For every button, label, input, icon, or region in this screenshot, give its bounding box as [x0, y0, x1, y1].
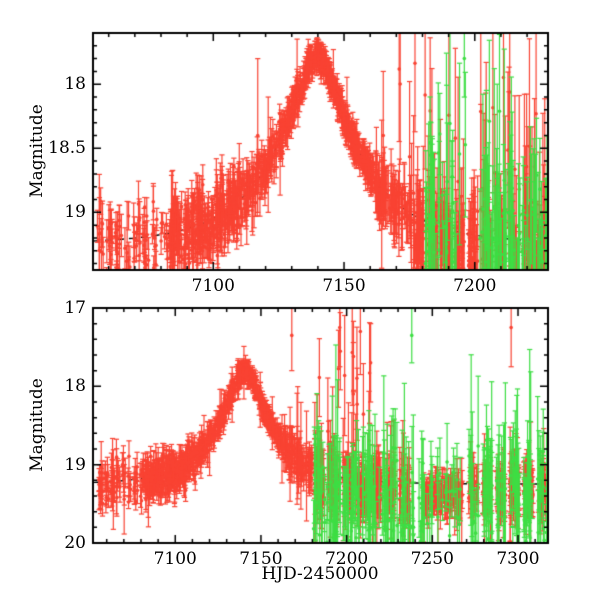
y-tick-label: 19: [64, 454, 86, 475]
x-tick-label: 7250: [410, 549, 454, 569]
x-tick-label: 7200: [324, 549, 369, 569]
y-tick-label: 19: [64, 202, 86, 223]
x-tick-label: 7100: [153, 549, 197, 569]
x-tick-label: 7200: [453, 276, 497, 296]
x-tick-label: 7300: [496, 549, 540, 569]
y-tick-label: 18: [64, 74, 86, 95]
y-tick-label: 20: [64, 533, 86, 553]
x-tick-label: 7150: [322, 276, 366, 296]
x-tick-label: 7150: [239, 549, 283, 569]
x-axis-label: HJD-2450000: [261, 564, 379, 584]
y-tick-label: 18.5: [48, 138, 86, 159]
x-tick-label: 7100: [191, 276, 235, 296]
y-tick-label: 18: [64, 376, 86, 397]
y-tick-label: 17: [64, 298, 86, 318]
